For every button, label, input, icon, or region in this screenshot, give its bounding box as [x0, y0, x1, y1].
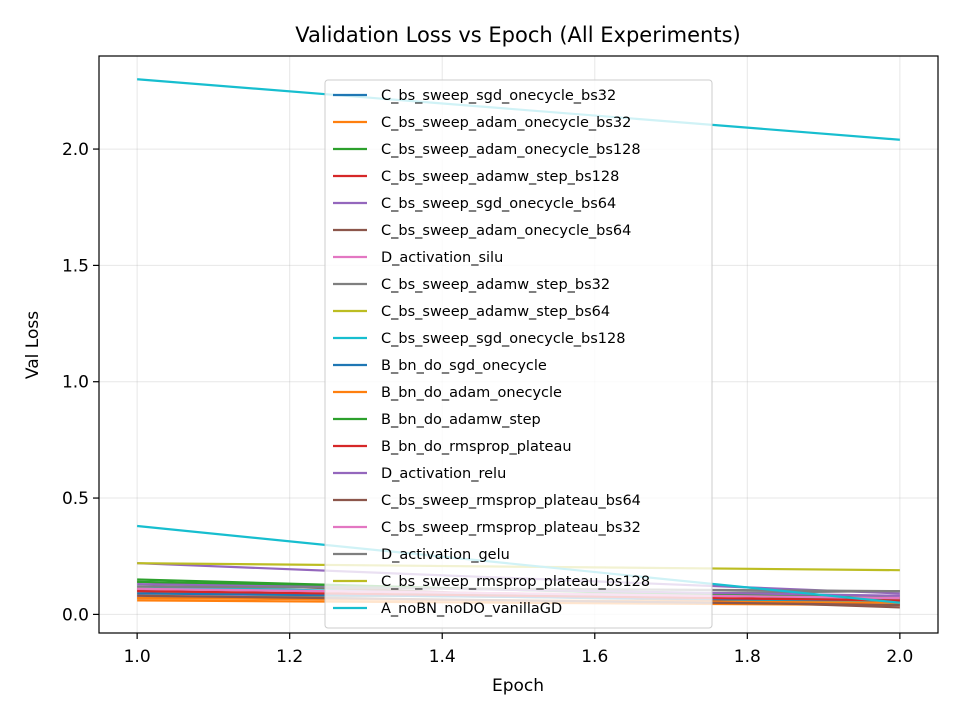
- x-tick-label: 2.0: [886, 647, 913, 667]
- legend-label: C_bs_sweep_rmsprop_plateau_bs64: [381, 493, 641, 509]
- legend-label: D_activation_relu: [381, 466, 506, 482]
- legend-label: D_activation_silu: [381, 250, 503, 266]
- legend-label: C_bs_sweep_adamw_step_bs32: [381, 277, 610, 293]
- legend-label: B_bn_do_rmsprop_plateau: [381, 439, 572, 455]
- x-tick-label: 1.4: [429, 647, 456, 667]
- legend-label: B_bn_do_sgd_onecycle: [381, 358, 547, 374]
- legend-label: B_bn_do_adam_onecycle: [381, 385, 562, 401]
- x-axis-ticks: 1.0 1.2 1.4 1.6 1.8 2.0: [124, 633, 913, 667]
- legend-label: C_bs_sweep_sgd_onecycle_bs32: [381, 88, 616, 104]
- y-tick-label: 2.0: [62, 140, 89, 160]
- legend-label: C_bs_sweep_sgd_onecycle_bs64: [381, 196, 616, 212]
- legend-label: C_bs_sweep_adam_onecycle_bs64: [381, 223, 631, 239]
- x-tick-label: 1.2: [276, 647, 303, 667]
- x-axis-label: Epoch: [492, 676, 544, 696]
- legend-label: B_bn_do_adamw_step: [381, 412, 541, 428]
- legend-label: C_bs_sweep_adamw_step_bs128: [381, 169, 619, 185]
- x-tick-label: 1.6: [581, 647, 608, 667]
- legend-label: A_noBN_noDO_vanillaGD: [381, 601, 562, 617]
- legend-label: C_bs_sweep_rmsprop_plateau_bs32: [381, 520, 641, 536]
- legend-label: C_bs_sweep_adam_onecycle_bs32: [381, 115, 631, 131]
- legend-label: C_bs_sweep_adamw_step_bs64: [381, 304, 610, 320]
- legend-label: C_bs_sweep_adam_onecycle_bs128: [381, 142, 641, 158]
- legend: C_bs_sweep_sgd_onecycle_bs32 C_bs_sweep_a…: [324, 79, 713, 629]
- legend-label: D_activation_gelu: [381, 547, 510, 563]
- y-axis-ticks: 0.0 0.5 1.0 1.5 2.0: [62, 140, 99, 625]
- x-tick-label: 1.8: [734, 647, 761, 667]
- y-tick-label: 1.5: [62, 256, 89, 276]
- y-tick-label: 1.0: [62, 373, 89, 393]
- y-axis-label: Val Loss: [23, 311, 43, 379]
- legend-box: [324, 79, 713, 629]
- y-tick-label: 0.5: [62, 489, 89, 509]
- legend-label: C_bs_sweep_rmsprop_plateau_bs128: [381, 574, 650, 590]
- legend-label: C_bs_sweep_sgd_onecycle_bs128: [381, 331, 625, 347]
- chart-title: Validation Loss vs Epoch (All Experiment…: [295, 23, 741, 47]
- x-tick-label: 1.0: [124, 647, 151, 667]
- y-tick-label: 0.0: [62, 605, 89, 625]
- plot-frame: [98, 55, 939, 634]
